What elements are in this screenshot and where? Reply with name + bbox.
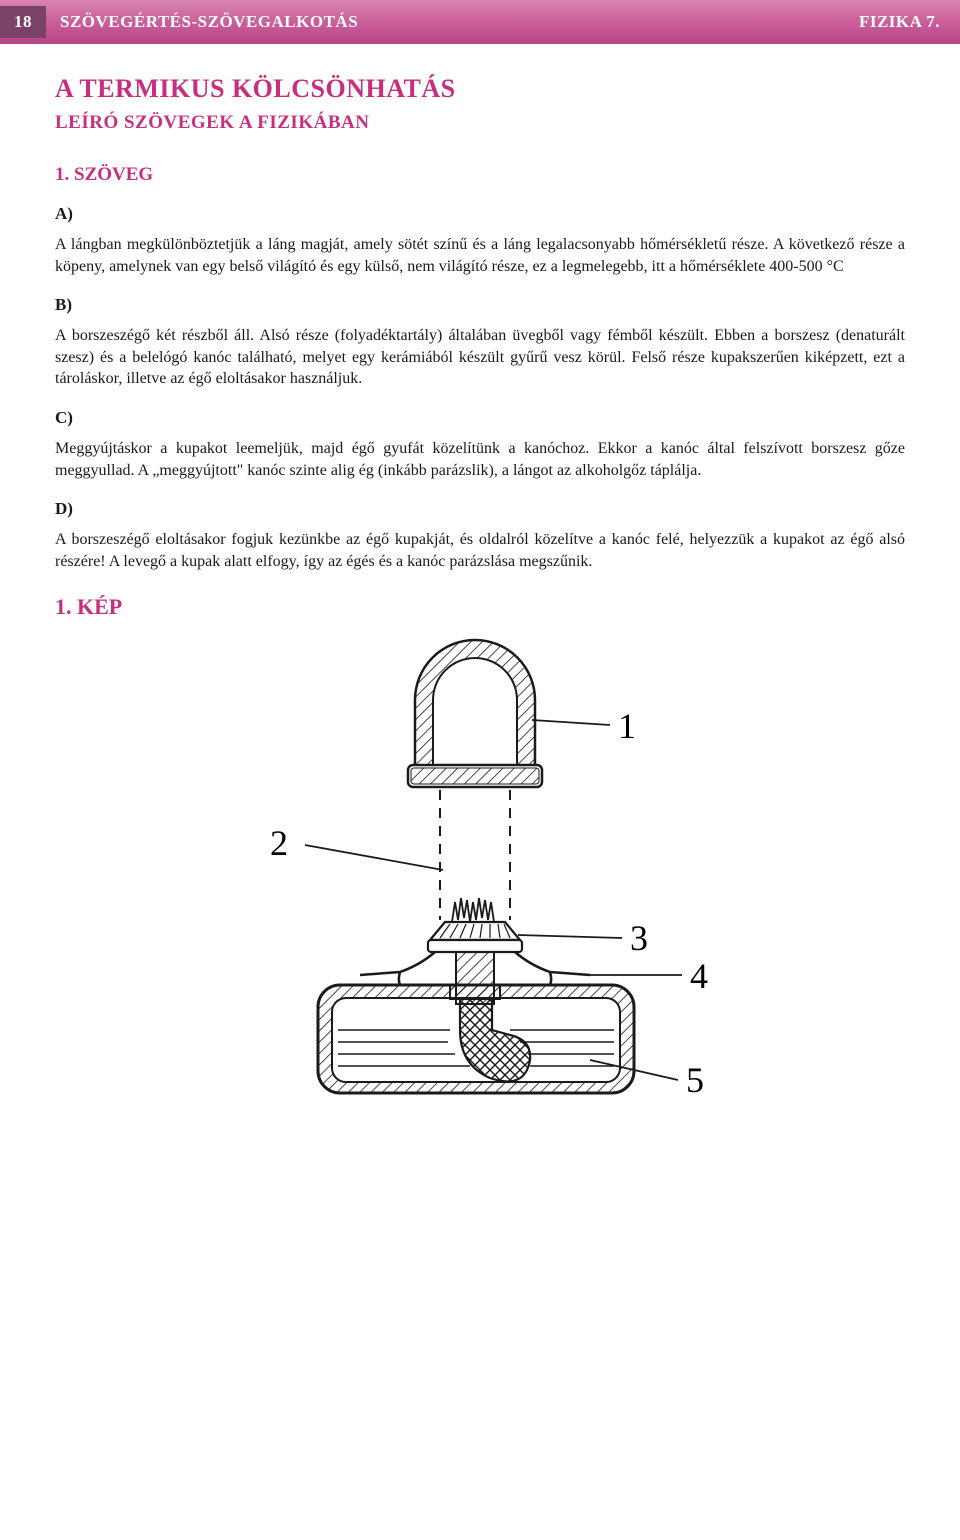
main-title: A TERMIKUS KÖLCSÖNHATÁS [55,74,905,104]
neck-tube [440,790,510,920]
header-left: 18 SZÖVEGÉRTÉS-SZÖVEGALKOTÁS [0,6,358,38]
callout-4: 4 [690,956,708,996]
subsection-b-text: A borszeszégő két részből áll. Alsó rész… [55,325,905,390]
callout-2: 2 [270,823,288,863]
page-header: 18 SZÖVEGÉRTÉS-SZÖVEGALKOTÁS FIZIKA 7. [0,0,960,44]
cap-icon [408,640,542,787]
callout-5: 5 [686,1060,704,1100]
callout-1: 1 [618,706,636,746]
spirit-burner-diagram: 1 2 3 4 5 [55,590,905,1125]
callout-3: 3 [630,918,648,958]
subsection-d-text: A borszeszégő eloltásakor fogjuk kezünkb… [55,529,905,572]
page-number: 18 [0,6,46,38]
subsection-c-label: C) [55,408,905,428]
subsection-a-label: A) [55,204,905,224]
subsection-b-label: B) [55,295,905,315]
header-title-left: SZÖVEGÉRTÉS-SZÖVEGALKOTÁS [60,12,358,32]
header-title-right: FIZIKA 7. [859,12,940,32]
subsection-a-text: A lángban megkülönböztetjük a láng magjá… [55,234,905,277]
section-number: 1. SZÖVEG [55,164,905,186]
ceramic-ring [428,922,522,952]
wick-holder [450,952,500,1004]
subsection-d-label: D) [55,499,905,519]
subsection-c-text: Meggyújtáskor a kupakot leemeljük, majd … [55,438,905,481]
wick-flame [452,898,494,922]
subtitle: LEÍRÓ SZÖVEGEK A FIZIKÁBAN [55,112,905,134]
